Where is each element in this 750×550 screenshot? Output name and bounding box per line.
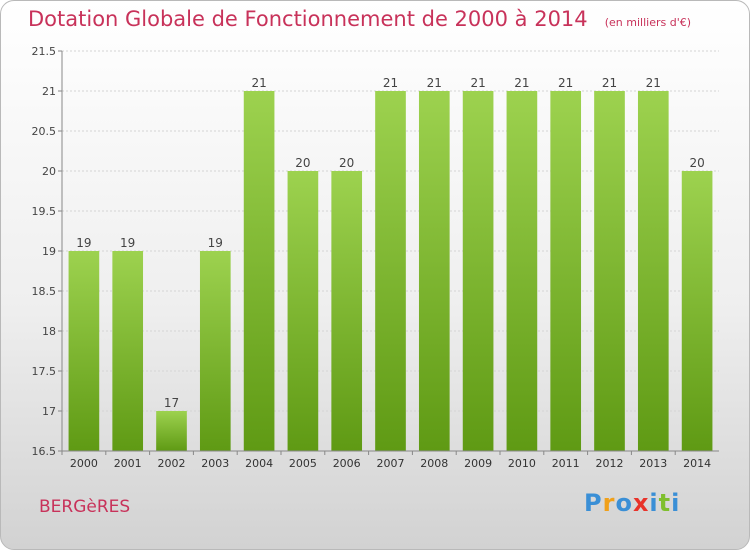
x-tick-label: 2007 — [377, 457, 405, 470]
logo-letter: t — [658, 489, 672, 517]
y-tick-label: 20 — [42, 165, 56, 178]
data-label: 21 — [383, 76, 398, 90]
bar-2010 — [506, 91, 538, 451]
bar-2001 — [112, 251, 144, 451]
data-label: 20 — [689, 156, 704, 170]
y-tick-label: 18 — [42, 325, 56, 338]
logo-letter: i — [649, 489, 659, 517]
data-label: 17 — [164, 396, 179, 410]
y-tick-label: 17 — [42, 405, 56, 418]
x-tick-label: 2013 — [639, 457, 667, 470]
data-label: 19 — [208, 236, 223, 250]
bar-2002 — [156, 411, 187, 451]
bar-2004 — [243, 91, 275, 451]
data-label: 21 — [427, 76, 442, 90]
proxiti-logo[interactable]: Proxiti — [584, 489, 680, 517]
x-tick-label: 2001 — [114, 457, 142, 470]
x-tick-label: 2002 — [158, 457, 186, 470]
data-label: 21 — [558, 76, 573, 90]
axes: 16.5 17 17.5 18 18.5 19 19.5 20 20.5 21 21.5 2000 20… — [32, 45, 719, 470]
x-tick-label: 2008 — [420, 457, 448, 470]
logo-letter: P — [584, 489, 603, 517]
logo-letter: r — [602, 489, 616, 517]
y-tick-label: 16.5 — [32, 445, 57, 458]
title-row: Dotation Globale de Fonctionnement de 20… — [28, 7, 691, 31]
bars: 19 19 17 19 21 20 20 21 21 21 21 21 21 21 20 — [68, 76, 713, 451]
y-tick-label: 19 — [42, 245, 56, 258]
data-label: 21 — [251, 76, 266, 90]
x-tick-label: 2006 — [333, 457, 361, 470]
bar-2014 — [681, 171, 713, 451]
place-name: BERGèRES — [39, 497, 131, 517]
data-label: 19 — [76, 236, 91, 250]
bar-2000 — [68, 251, 100, 451]
x-tick-label: 2012 — [596, 457, 624, 470]
x-tick-label: 2004 — [245, 457, 273, 470]
data-label: 20 — [339, 156, 354, 170]
x-tick-label: 2003 — [201, 457, 229, 470]
x-tick-label: 2011 — [552, 457, 580, 470]
bar-2013 — [637, 91, 669, 451]
data-label: 21 — [470, 76, 485, 90]
chart-subtitle: (en milliers d'€) — [604, 16, 692, 29]
data-label: 21 — [646, 76, 661, 90]
chart-title: Dotation Globale de Fonctionnement de 20… — [28, 7, 588, 31]
bar-2011 — [550, 91, 582, 451]
x-tick-label: 2005 — [289, 457, 317, 470]
bar-2003 — [199, 251, 231, 451]
y-tick-label: 19.5 — [32, 205, 57, 218]
data-label: 21 — [514, 76, 529, 90]
bar-2012 — [594, 91, 625, 451]
bar-2007 — [375, 91, 406, 451]
data-label: 21 — [602, 76, 617, 90]
bar-2008 — [418, 91, 450, 451]
bar-2005 — [287, 171, 319, 451]
y-tick-label: 18.5 — [32, 285, 57, 298]
y-tick-label: 17.5 — [32, 365, 57, 378]
logo-letter: x — [632, 489, 650, 517]
x-tick-label: 2010 — [508, 457, 536, 470]
logo-letter: i — [671, 489, 681, 517]
bar-2009 — [462, 91, 494, 451]
y-tick-label: 21.5 — [32, 45, 57, 58]
bar-2006 — [331, 171, 363, 451]
logo-letter: o — [615, 489, 633, 517]
x-tick-label: 2009 — [464, 457, 492, 470]
y-tick-label: 20.5 — [32, 125, 57, 138]
data-label: 19 — [120, 236, 135, 250]
y-tick-label: 21 — [42, 85, 56, 98]
x-tick-label: 2014 — [683, 457, 711, 470]
x-tick-label: 2000 — [70, 457, 98, 470]
data-label: 20 — [295, 156, 310, 170]
